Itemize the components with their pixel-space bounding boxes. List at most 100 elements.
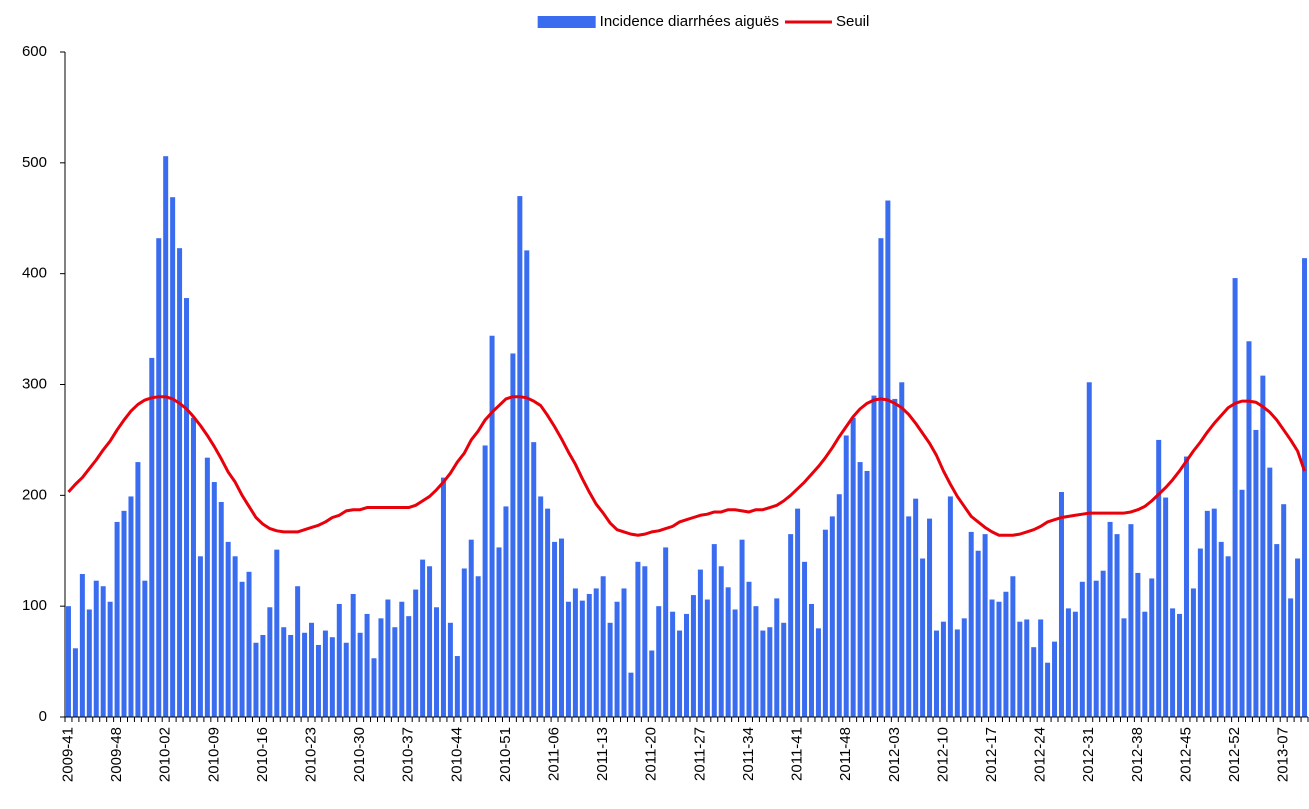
x-tick-label: 2011-20 — [643, 727, 660, 781]
bar — [329, 637, 335, 717]
bar — [1121, 618, 1127, 717]
legend-label: Incidence diarrhées aiguës — [600, 13, 779, 30]
bar — [218, 501, 224, 717]
bar — [100, 586, 106, 717]
bar — [864, 470, 870, 717]
bar — [690, 595, 696, 717]
y-tick-label: 500 — [22, 154, 47, 171]
bar — [1100, 570, 1106, 717]
bar — [899, 382, 905, 717]
x-tick-label: 2011-48 — [837, 727, 854, 781]
bar — [1288, 598, 1294, 717]
bar — [781, 622, 787, 717]
bar — [434, 607, 440, 717]
bar — [989, 599, 995, 717]
x-tick-label: 2009-41 — [59, 727, 76, 782]
bar — [468, 539, 474, 717]
bar — [315, 644, 321, 717]
bar — [1295, 558, 1301, 717]
bar — [829, 516, 835, 717]
bar — [857, 462, 863, 717]
bar — [802, 561, 808, 717]
y-tick-label: 200 — [22, 486, 47, 503]
bar — [93, 580, 99, 717]
x-tick-label: 2010-09 — [205, 727, 222, 782]
bar — [878, 238, 884, 717]
bar — [1183, 456, 1189, 717]
y-tick-label: 300 — [22, 375, 47, 392]
x-tick-label: 2010-37 — [400, 727, 417, 782]
bar — [86, 609, 92, 717]
bar — [892, 398, 898, 717]
bar — [156, 238, 162, 717]
bar — [843, 435, 849, 717]
bar — [65, 606, 71, 717]
bar — [663, 547, 669, 717]
x-tick-label: 2012-10 — [934, 727, 951, 782]
bar — [767, 627, 773, 717]
x-tick-label: 2010-02 — [157, 727, 174, 782]
bar — [1072, 611, 1078, 717]
bar — [677, 630, 683, 717]
bar — [1253, 429, 1259, 717]
bar — [295, 586, 301, 717]
bar — [656, 606, 662, 717]
bar — [1170, 608, 1176, 717]
bar — [808, 603, 814, 717]
bar — [538, 496, 544, 717]
bar — [704, 599, 710, 717]
bar — [1260, 375, 1266, 717]
bar — [968, 531, 974, 717]
bar — [732, 609, 738, 717]
bar — [1017, 621, 1023, 717]
legend-label: Seuil — [836, 13, 869, 30]
bar — [197, 556, 203, 717]
bar — [940, 621, 946, 717]
bar — [1142, 611, 1148, 717]
bar — [559, 538, 565, 717]
bar — [753, 606, 759, 717]
bar — [211, 482, 217, 717]
bar — [79, 574, 85, 717]
bar — [399, 601, 405, 717]
x-tick-label: 2011-27 — [691, 727, 708, 781]
bar — [746, 581, 752, 717]
bar — [1052, 641, 1058, 717]
bar — [413, 589, 419, 717]
y-tick-label: 100 — [22, 597, 47, 614]
bar — [184, 298, 190, 717]
x-tick-label: 2010-23 — [302, 727, 319, 782]
bar — [447, 622, 453, 717]
bar — [1274, 544, 1280, 717]
bar — [364, 613, 370, 717]
bar — [739, 539, 745, 717]
bar — [1225, 556, 1231, 717]
bar — [628, 672, 634, 717]
bar — [343, 642, 349, 717]
bar — [774, 598, 780, 717]
bar — [933, 630, 939, 717]
bar — [1281, 504, 1287, 717]
bar — [982, 534, 988, 717]
bar — [322, 630, 328, 717]
x-tick-label: 2013-07 — [1275, 727, 1292, 782]
y-tick-label: 400 — [22, 265, 47, 282]
x-tick-label: 2012-03 — [886, 727, 903, 782]
bar — [385, 599, 391, 717]
bar — [350, 593, 356, 717]
bar — [954, 629, 960, 717]
bar — [1232, 278, 1238, 717]
bar — [885, 200, 891, 717]
bar — [1163, 497, 1169, 717]
bar — [371, 658, 377, 717]
bar — [288, 634, 294, 717]
bar — [378, 618, 384, 717]
bar — [565, 601, 571, 717]
bar — [309, 622, 315, 717]
bar — [1107, 521, 1113, 717]
bar — [135, 462, 141, 717]
bar — [510, 353, 516, 717]
x-tick-label: 2010-44 — [448, 727, 465, 782]
bar — [1177, 613, 1183, 717]
bar — [489, 335, 495, 717]
